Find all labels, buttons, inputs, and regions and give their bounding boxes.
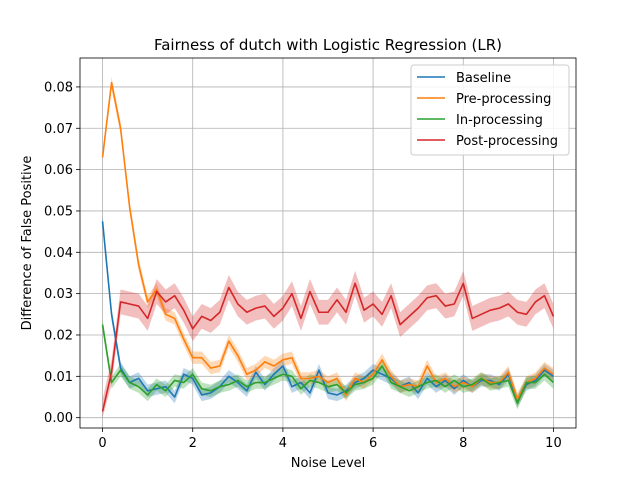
y-tick-label: 0.06 <box>44 163 73 178</box>
y-tick-label: 0.05 <box>44 204 73 219</box>
x-tick-label: 0 <box>98 436 106 451</box>
post-processing-band <box>102 270 554 418</box>
plot-area-frame <box>79 57 577 429</box>
grid <box>80 58 576 428</box>
legend-box <box>410 64 570 156</box>
chart-title: Fairness of dutch with Logistic Regressi… <box>154 36 502 54</box>
y-axis-label: Difference of False Positive <box>20 156 35 331</box>
series-lines <box>101 82 555 412</box>
in-processing-band <box>102 318 554 410</box>
legend: Baseline Pre-processing In-processing Post-… <box>410 64 570 156</box>
legend-label-pre-processing: Pre-processing <box>456 92 551 107</box>
y-tick-label: 0.07 <box>44 122 73 137</box>
x-tick-label: 10 <box>545 436 562 451</box>
legend-label-baseline: Baseline <box>456 71 511 86</box>
axis-ticks: 0 2 4 6 8 10 0.00 0.01 0.02 0.03 0.04 0.05 0.06 0.07 0… <box>44 80 562 451</box>
x-tick-label: 8 <box>459 436 467 451</box>
y-tick-label: 0.01 <box>44 370 73 385</box>
legend-label-post-processing: Post-processing <box>456 134 558 149</box>
in-processing-line <box>101 324 554 405</box>
x-tick-label: 4 <box>279 436 287 451</box>
y-tick-label: 0.00 <box>44 411 73 426</box>
y-tick-label: 0.03 <box>44 287 73 302</box>
x-tick-label: 6 <box>369 436 377 451</box>
post-processing-line <box>101 282 555 412</box>
x-tick-label: 2 <box>189 436 197 451</box>
baseline-line <box>101 221 554 402</box>
baseline-band <box>102 215 554 408</box>
x-axis-label: Noise Level <box>291 456 366 471</box>
y-tick-label: 0.04 <box>44 246 73 261</box>
legend-label-in-processing: In-processing <box>456 113 543 128</box>
y-tick-label: 0.02 <box>44 328 73 343</box>
y-tick-label: 0.08 <box>44 80 73 95</box>
